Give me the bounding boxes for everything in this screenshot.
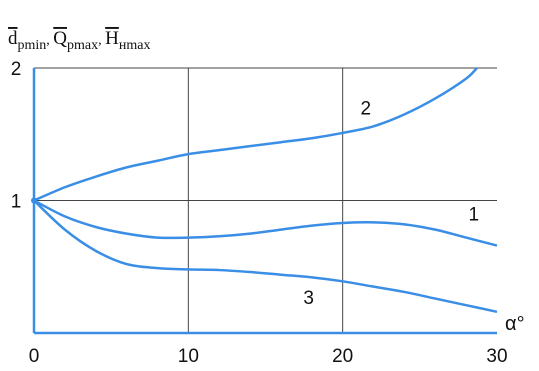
curve-label-3: 3 bbox=[303, 288, 314, 309]
y-axis-title-symbol: d bbox=[8, 28, 18, 49]
series-line-1 bbox=[33, 199, 498, 247]
y-tick-label: 2 bbox=[11, 59, 22, 80]
x-axis-title: α° bbox=[505, 313, 525, 335]
curve-label-1: 1 bbox=[469, 204, 480, 225]
curve-label-2: 2 bbox=[361, 98, 372, 119]
origin-point bbox=[31, 197, 37, 204]
x-tick-label: 30 bbox=[486, 346, 507, 367]
x-tick-label: 20 bbox=[332, 346, 353, 367]
y-axis-title-text: dpmin, Qpmax, Hнmax bbox=[8, 28, 150, 53]
x-tick-labels: 0 10 20 30 bbox=[29, 346, 508, 367]
y-axis-title: dpmin, Qpmax, Hнmax bbox=[8, 28, 150, 53]
x-tick-label: 10 bbox=[178, 346, 199, 367]
series-line-3 bbox=[33, 199, 498, 314]
y-tick-label: 1 bbox=[11, 192, 22, 213]
y-axis-title-separator: , bbox=[98, 33, 105, 48]
y-axis-title-separator: , bbox=[46, 33, 53, 48]
y-tick-labels: 12 bbox=[11, 59, 22, 213]
y-axis-title-subscript: pmax bbox=[67, 38, 98, 53]
series-line-2 bbox=[33, 67, 478, 202]
grid bbox=[34, 67, 497, 333]
y-axis-title-symbol: Q bbox=[53, 28, 67, 49]
y-axis-title-subscript: pmin bbox=[18, 38, 47, 53]
series-group bbox=[31, 67, 498, 314]
y-axis-title-subscript: нmax bbox=[119, 38, 151, 53]
x-tick-label: 0 bbox=[29, 346, 40, 367]
y-axis-title-symbol: H bbox=[105, 28, 119, 49]
curve-labels: 1 2 3 bbox=[303, 98, 479, 308]
